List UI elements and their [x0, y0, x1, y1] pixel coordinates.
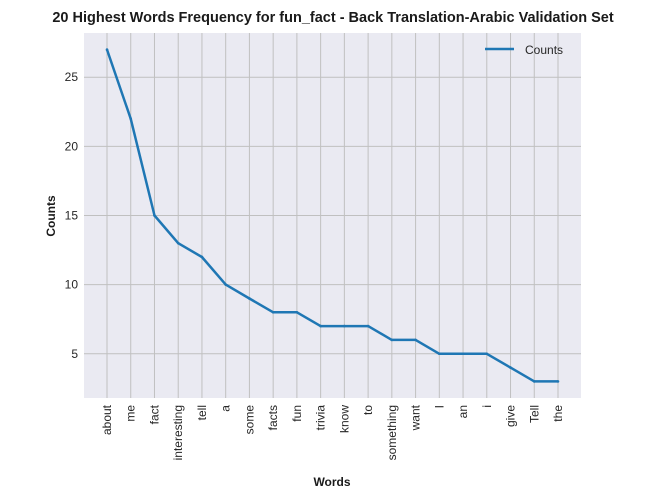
data-point [366, 324, 370, 328]
data-point [200, 255, 204, 259]
x-axis-ticks: about me fact interesting tell a some facts fun t… [100, 404, 565, 460]
legend: Counts [485, 43, 563, 57]
x-tick-label: me [124, 405, 138, 422]
y-axis-ticks: 5 10 15 20 25 [65, 70, 79, 361]
data-point [485, 352, 489, 356]
x-tick-label: about [100, 404, 114, 435]
y-tick-label: 15 [65, 209, 79, 223]
data-point [271, 310, 275, 314]
data-point [438, 352, 441, 356]
data-point [105, 48, 109, 51]
x-tick-label: I [432, 405, 446, 408]
x-tick-label: i [480, 405, 494, 408]
x-tick-label: trivia [314, 405, 328, 431]
x-tick-label: an [456, 405, 470, 418]
y-tick-label: 5 [71, 347, 78, 361]
data-point [129, 117, 133, 121]
data-point [414, 338, 417, 342]
x-tick-label: some [242, 405, 256, 435]
x-tick-label: fun [290, 405, 304, 422]
data-point [248, 297, 251, 300]
y-axis-label: Counts [44, 195, 58, 237]
x-tick-label: facts [266, 405, 280, 430]
data-point [461, 352, 465, 356]
data-point [295, 310, 299, 314]
chart-title: 20 Highest Words Frequency for fun_fact … [52, 10, 614, 26]
x-tick-label: want [409, 404, 423, 431]
series-line-counts [105, 49, 558, 383]
data-point [176, 241, 180, 245]
x-tick-label: give [504, 405, 518, 427]
y-tick-label: 20 [65, 139, 79, 153]
x-axis-label: Words [313, 475, 350, 489]
data-point [556, 380, 560, 383]
grid [84, 33, 581, 398]
x-tick-label: interesting [171, 405, 185, 460]
data-point [390, 338, 394, 342]
series-group [105, 48, 560, 383]
x-tick-label: to [361, 405, 375, 415]
data-point [532, 380, 536, 383]
y-tick-label: 10 [65, 278, 79, 292]
data-point [319, 324, 322, 328]
x-tick-label: something [385, 405, 399, 460]
data-point [343, 324, 346, 328]
data-point [153, 214, 156, 217]
x-tick-label: a [219, 405, 233, 412]
data-point [509, 366, 512, 369]
x-tick-label: the [551, 405, 565, 422]
x-tick-label: fact [147, 404, 161, 424]
data-point [224, 283, 227, 286]
x-tick-label: know [337, 405, 351, 433]
x-tick-label: tell [195, 405, 209, 420]
y-tick-label: 25 [65, 70, 79, 84]
legend-label-counts: Counts [525, 43, 563, 57]
x-tick-label: Tell [527, 405, 541, 423]
